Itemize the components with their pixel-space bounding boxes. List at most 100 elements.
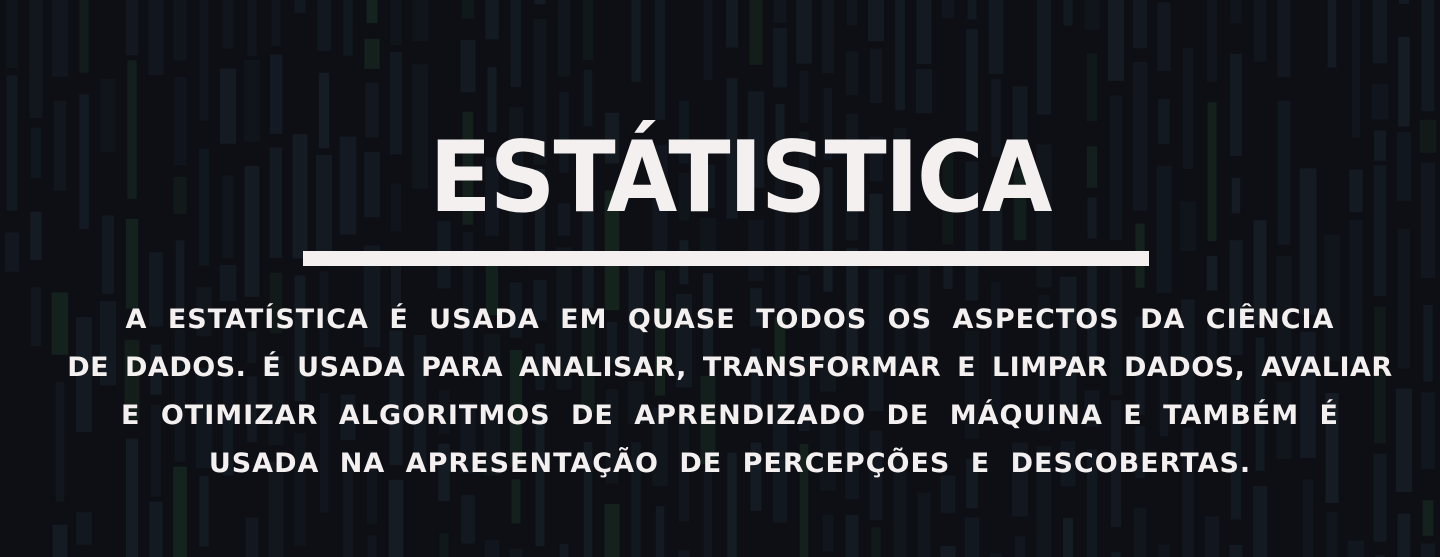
background-bar: [1182, 48, 1194, 170]
background-bar: [1300, 331, 1316, 458]
background-bar: [1084, 0, 1100, 30]
background-bar: [294, 275, 306, 402]
background-bar: [1110, 400, 1122, 527]
background-bar: [199, 0, 209, 121]
background-bar: [1421, 0, 1435, 112]
background-bar: [196, 287, 212, 337]
background-bar: [1179, 201, 1197, 252]
background-bar: [55, 381, 65, 502]
background-bar: [509, 350, 523, 468]
background-bar: [915, 69, 933, 114]
background-bar: [845, 514, 859, 557]
background-bar: [100, 79, 116, 152]
background-bar: [1349, 169, 1363, 213]
background-bar: [484, 540, 500, 557]
background-bar: [1204, 516, 1220, 557]
background-bar: [1135, 426, 1145, 478]
background-bar: [703, 471, 713, 557]
background-bar: [1302, 479, 1314, 557]
background-bar: [294, 433, 306, 546]
background-bar: [988, 0, 1004, 74]
background-bar: [1397, 513, 1411, 557]
background-bar: [1374, 306, 1386, 444]
background-bar: [1012, 442, 1028, 517]
description-line-4: usada na apresentação de percepções e de…: [208, 448, 1252, 479]
background-bar: [869, 193, 883, 255]
background-bar: [846, 0, 858, 26]
background-bar: [894, 274, 906, 371]
background-bar: [79, 94, 89, 229]
background-bar: [1087, 197, 1097, 239]
background-bar: [173, 176, 187, 215]
background-bar: [30, 211, 42, 261]
background-bar: [773, 27, 787, 88]
background-bar: [244, 165, 260, 297]
background-bar: [29, 0, 43, 118]
background-bar: [1326, 511, 1338, 557]
background-bar: [1206, 256, 1218, 291]
background-bar: [533, 18, 547, 165]
background-bar: [943, 255, 953, 289]
background-bar: [725, 0, 739, 48]
background-bar: [485, 157, 499, 236]
background-bar: [1012, 86, 1028, 158]
background-bar: [967, 0, 977, 20]
background-bar: [244, 59, 260, 142]
background-bar: [1373, 130, 1387, 161]
background-bar: [678, 100, 690, 164]
background-bar: [460, 40, 476, 93]
background-bar: [871, 527, 881, 557]
background-bar: [173, 0, 187, 61]
background-bar: [964, 517, 980, 557]
background-bar: [247, 330, 257, 364]
background-bar: [268, 355, 284, 446]
background-bar: [51, 292, 69, 355]
background-bar: [1207, 102, 1217, 242]
background-bar: [509, 548, 523, 557]
background-bar: [799, 70, 809, 123]
background-bar: [6, 75, 18, 211]
background-bar: [1086, 449, 1098, 557]
background-bar: [775, 161, 785, 309]
background-bar: [125, 218, 139, 309]
background-bar: [127, 60, 137, 199]
background-bar: [1277, 100, 1291, 245]
background-bar: [823, 167, 833, 292]
background-bar: [247, 376, 257, 443]
background-bar: [1135, 316, 1145, 416]
background-bar: [893, 457, 907, 557]
background-bar: [1230, 379, 1242, 520]
background-bar: [389, 330, 403, 466]
background-bar: [1207, 0, 1217, 82]
background-bar: [124, 339, 140, 420]
background-bar: [556, 247, 572, 390]
background-bar: [219, 265, 237, 302]
description-line-2: de dados. É usada para analisar, transfo…: [67, 352, 1393, 383]
background-bar: [269, 54, 283, 134]
background-bar: [339, 136, 357, 235]
background-bar: [583, 442, 593, 557]
background-bar: [1159, 321, 1169, 437]
background-bar: [1277, 0, 1291, 77]
title-divider: [303, 251, 1149, 266]
background-bar: [462, 111, 474, 225]
background-bar: [199, 476, 209, 547]
background-bar: [1013, 167, 1027, 241]
background-bar: [487, 67, 497, 133]
background-bar: [175, 240, 185, 319]
background-bar: [989, 553, 1003, 557]
background-bar: [700, 375, 716, 464]
background-bar: [534, 0, 546, 5]
background-bar: [652, 145, 668, 263]
background-bar: [1087, 256, 1097, 362]
background-bar: [223, 315, 233, 411]
background-bar: [583, 69, 593, 127]
background-bar: [366, 0, 378, 24]
background-bar: [1276, 381, 1292, 459]
background-bar: [964, 330, 980, 439]
background-bar: [1421, 392, 1435, 470]
background-bar: [222, 0, 234, 49]
description-line-1: A estatística é usada em quase todos os …: [125, 304, 1335, 335]
background-bar: [509, 282, 522, 338]
